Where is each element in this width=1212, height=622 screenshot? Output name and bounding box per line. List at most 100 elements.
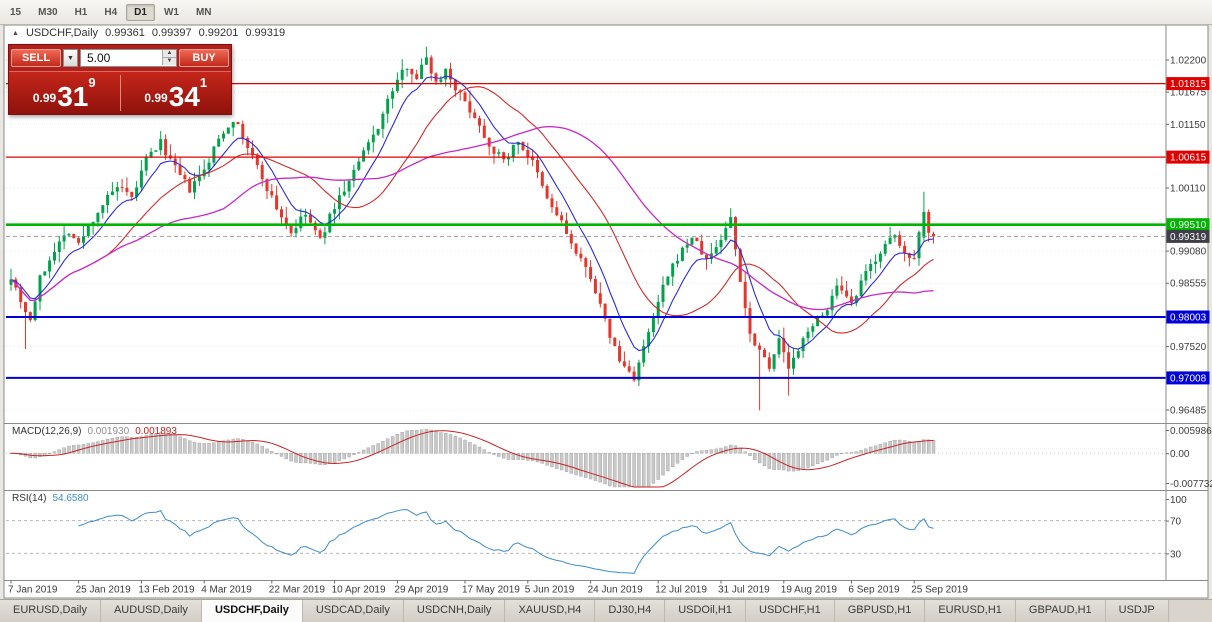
svg-text:24 Jun 2019: 24 Jun 2019 (588, 585, 643, 596)
svg-text:6 Sep 2019: 6 Sep 2019 (848, 585, 900, 596)
buy-button[interactable]: BUY (179, 49, 229, 67)
svg-text:1.00615: 1.00615 (1170, 153, 1207, 164)
chart-tab-usdjp[interactable]: USDJP (1105, 600, 1169, 622)
svg-text:31 Jul 2019: 31 Jul 2019 (718, 585, 770, 596)
svg-text:0.96485: 0.96485 (1170, 406, 1207, 417)
ohlc-close: 0.99319 (245, 27, 286, 39)
timeframe-button-h1[interactable]: H1 (74, 6, 88, 18)
buy-price-display[interactable]: 0.99 34 1 (121, 72, 232, 114)
lot-decrease-button[interactable]: ▼ (162, 57, 176, 65)
level-price-tag (1166, 310, 1210, 324)
trade-options-dropdown[interactable]: ▼ (63, 49, 78, 67)
ohlc-low: 0.99201 (198, 27, 239, 39)
macd-name: MACD(12,26,9) (12, 426, 82, 437)
timeframe-button-d1[interactable]: D1 (126, 3, 155, 21)
svg-text:0.99510: 0.99510 (1170, 220, 1207, 231)
lot-size-value: 5.00 (87, 51, 111, 65)
chart-tab-dj30-h4[interactable]: DJ30,H4 (595, 600, 666, 622)
timeframe-button-h4[interactable]: H4 (104, 6, 118, 18)
rsi-line (78, 509, 934, 574)
candlestick-series (9, 46, 935, 411)
sell-price-pipette: 9 (88, 75, 96, 90)
chart-tab-usdoil-h1[interactable]: USDOil,H1 (665, 600, 746, 622)
svg-text:0.99080: 0.99080 (1170, 247, 1207, 258)
grid-lines (6, 59, 1166, 411)
ohlc-open: 0.99361 (105, 27, 145, 39)
macd-signal-value: 0.001893 (135, 426, 177, 437)
chevron-down-icon: ▼ (67, 54, 74, 62)
svg-text:17 May 2019: 17 May 2019 (462, 585, 520, 596)
svg-text:25 Sep 2019: 25 Sep 2019 (911, 585, 968, 596)
svg-text:1.00110: 1.00110 (1170, 184, 1206, 195)
rsi-value: 54.6580 (52, 493, 89, 504)
buy-price-prefix: 0.99 (144, 91, 168, 105)
price-divider (119, 75, 121, 111)
svg-text:30: 30 (1170, 549, 1182, 560)
level-price-tag (1166, 371, 1210, 385)
chart-ohlc-title: ▲ USDCHF,Daily 0.99361 0.99397 0.99201 0… (12, 27, 285, 39)
chart-tab-usdcad-daily[interactable]: USDCAD,Daily (302, 600, 404, 622)
one-click-trading-widget: SELL ▼ 5.00 ▲ ▼ BUY 0.99 31 9 (8, 44, 232, 115)
sell-price-big: 31 (57, 81, 89, 112)
level-price-tag (1166, 150, 1210, 164)
chart-tab-eurusd-h1[interactable]: EURUSD,H1 (925, 600, 1016, 622)
svg-text:25 Jan 2019: 25 Jan 2019 (76, 585, 131, 596)
chart-tab-eurusd-daily[interactable]: EURUSD,Daily (0, 600, 101, 622)
svg-text:19 Aug 2019: 19 Aug 2019 (781, 585, 838, 596)
svg-text:0.97520: 0.97520 (1170, 342, 1207, 353)
chart-tab-gbpusd-h1[interactable]: GBPUSD,H1 (834, 600, 926, 622)
timeframe-button-w1[interactable]: W1 (163, 6, 179, 18)
chart-tab-audusd-daily[interactable]: AUDUSD,Daily (100, 600, 202, 622)
svg-text:5 Jun 2019: 5 Jun 2019 (525, 585, 575, 596)
chart-tab-gbpaud-h1[interactable]: GBPAUD,H1 (1015, 600, 1106, 622)
date-axis[interactable]: 7 Jan 2019 25 Jan 2019 13 Feb 2019 4 Mar 20… (8, 580, 968, 596)
macd-histogram (9, 429, 936, 488)
svg-text:12 Jul 2019: 12 Jul 2019 (655, 585, 707, 596)
timeframe-button-mn[interactable]: MN (195, 6, 212, 18)
svg-text:0.00: 0.00 (1170, 449, 1190, 460)
lot-size-input[interactable]: 5.00 ▲ ▼ (80, 49, 177, 67)
macd-indicator-label: MACD(12,26,9) 0.001930 0.001893 (12, 426, 177, 437)
svg-text:22 Mar 2019: 22 Mar 2019 (269, 585, 326, 596)
chart-tab-xauusd-h4[interactable]: XAUUSD,H4 (505, 600, 596, 622)
timeframe-button-15[interactable]: 15 (10, 6, 22, 18)
chart-tab-usdchf-daily[interactable]: USDCHF,Daily (201, 600, 303, 622)
current-price-tag (1166, 229, 1210, 243)
timeframe-toolbar: 15 M30 H1 H4 D1 W1 MN (0, 0, 1212, 25)
svg-text:7 Jan 2019: 7 Jan 2019 (8, 585, 58, 596)
svg-text:0.98555: 0.98555 (1170, 279, 1207, 290)
svg-text:1.01150: 1.01150 (1170, 120, 1206, 131)
svg-text:1.01675: 1.01675 (1170, 88, 1207, 99)
svg-text:1.01815: 1.01815 (1170, 79, 1207, 90)
svg-text:4 Mar 2019: 4 Mar 2019 (201, 585, 252, 596)
chart-tab-usdcnh-daily[interactable]: USDCNH,Daily (403, 600, 506, 622)
price-axis[interactable]: 1.02200 1.01675 1.01150 1.00110 0.99080 0.985… (1166, 56, 1212, 561)
rsi-indicator-label: RSI(14) 54.6580 (12, 493, 89, 504)
sell-button[interactable]: SELL (11, 49, 61, 67)
svg-text:70: 70 (1170, 517, 1182, 528)
level-price-tag (1166, 218, 1210, 232)
svg-text:-0.007732: -0.007732 (1170, 479, 1212, 490)
svg-text:10 Apr 2019: 10 Apr 2019 (332, 585, 386, 596)
collapse-triangle-icon: ▲ (12, 29, 19, 37)
chart-tabs-bar: EURUSD,Daily AUDUSD,Daily USDCHF,Daily USDC… (0, 599, 1212, 622)
sell-price-prefix: 0.99 (32, 91, 57, 105)
lot-increase-button[interactable]: ▲ (162, 50, 176, 57)
buy-price-big: 34 (168, 81, 200, 112)
timeframe-button-m30[interactable]: M30 (38, 6, 58, 18)
ohlc-high: 0.99397 (151, 27, 192, 39)
svg-text:0.005986: 0.005986 (1170, 426, 1212, 437)
chart-tab-usdchf-h1[interactable]: USDCHF,H1 (746, 600, 835, 622)
chart-symbol: USDCHF,Daily (25, 27, 99, 39)
buy-price-pipette: 1 (199, 75, 208, 90)
level-price-tag (1166, 77, 1210, 91)
rsi-name: RSI(14) (12, 493, 47, 504)
svg-text:0.98003: 0.98003 (1170, 313, 1207, 324)
svg-text:29 Apr 2019: 29 Apr 2019 (394, 585, 448, 596)
svg-text:0.99319: 0.99319 (1170, 232, 1207, 243)
svg-text:0.97008: 0.97008 (1170, 373, 1207, 384)
svg-text:100: 100 (1170, 495, 1187, 506)
sell-price-display[interactable]: 0.99 31 9 (9, 72, 120, 114)
